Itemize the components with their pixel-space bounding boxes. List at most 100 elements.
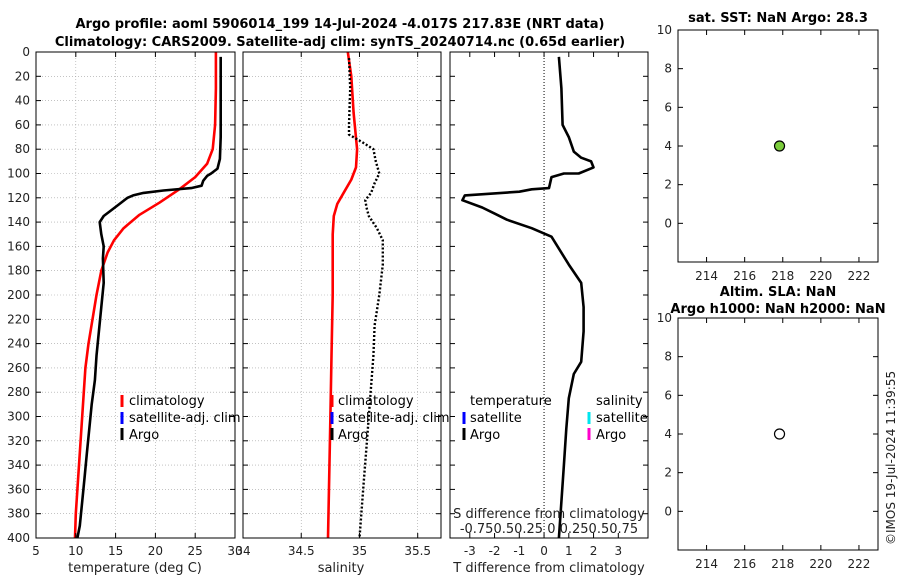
x-tick-label: 214: [695, 557, 718, 571]
y-tick-label: 0: [664, 216, 672, 230]
legend-label-climatology: climatology: [338, 394, 414, 409]
x-tick-label: 30: [227, 544, 242, 558]
difference-panel: -3 -2 -1 0 1 2 3: [449, 51, 649, 558]
y-tick-label: 4: [664, 427, 672, 441]
y-tick-label: 10: [657, 23, 672, 37]
difference-legend: temperature salinity satellite Argo sate…: [462, 394, 648, 443]
sla-panel: 0 2 4 6 8 10 214 216 218 220 222: [657, 311, 879, 571]
axes-frame: [35, 51, 236, 539]
legend-label-satellite: satellite-adj. clim: [129, 411, 241, 426]
x-tick-label: 218: [771, 557, 794, 571]
x-tick-label: 218: [771, 269, 794, 283]
x-tick-label: 15: [108, 544, 123, 558]
y-tick-label: 140: [7, 215, 30, 229]
s-difference-ticks: -0.750.50.25 0 0.250.50.75: [460, 522, 638, 537]
climatology-temperature-line: [73, 52, 218, 539]
y-tick-label: 220: [7, 312, 30, 326]
y-tick-label: 240: [7, 337, 30, 351]
x-tick-label: 34.5: [288, 544, 315, 558]
y-tick-label: 8: [664, 350, 672, 364]
y-tick-label: 2: [664, 466, 672, 480]
argo-salinity-line: [347, 58, 384, 539]
legend-label-satellite: satellite-adj. clim: [338, 411, 450, 426]
x-tick-label: 35: [352, 544, 367, 558]
x-tick-label: 216: [733, 557, 756, 571]
x-tick-label: 35.5: [404, 544, 431, 558]
y-tick-label: 200: [7, 288, 30, 302]
difference-xlabel: T difference from climatology: [452, 561, 645, 576]
y-tick-label: 280: [7, 385, 30, 399]
sla-title-line-1: Altim. SLA: NaN: [720, 285, 836, 300]
y-tick-label: 320: [7, 434, 30, 448]
y-tick-label: 400: [7, 531, 30, 545]
x-tick-label: 220: [809, 557, 832, 571]
x-tick-label: -1: [513, 544, 525, 558]
x-tick-label: 220: [809, 269, 832, 283]
legend-label-climatology: climatology: [129, 394, 205, 409]
title-line-1: Argo profile: aoml 5906014_199 14-Jul-20…: [76, 17, 605, 32]
axes-frame: [677, 317, 879, 551]
legend-label-s-argo: Argo: [596, 428, 626, 443]
title-line-2: Climatology: CARS2009. Satellite-adj cli…: [55, 35, 625, 50]
x-tick-label: -3: [464, 544, 476, 558]
x-tick-label: 3: [614, 544, 622, 558]
x-tick-label: 214: [695, 269, 718, 283]
sla-title-line-2: Argo h1000: NaN h2000: NaN: [670, 302, 885, 317]
temperature-xlabel: temperature (deg C): [68, 561, 202, 576]
y-tick-label: 380: [7, 507, 30, 521]
y-tick-label: 0: [664, 504, 672, 518]
axes-frame: [449, 51, 649, 539]
x-tick-label: 222: [847, 269, 870, 283]
sla-marker: [773, 428, 786, 440]
y-tick-label: 160: [7, 239, 30, 253]
x-tick-label: 20: [148, 544, 163, 558]
y-tick-label: 40: [15, 94, 30, 108]
sst-panel: 0 2 4 6 8 10 214 216 218 220 222: [657, 23, 879, 283]
temperature-panel: 0 20 40 60 80 100 120 140 160 180 200 220 240 260 280 3…: [7, 45, 243, 558]
y-tick-label: 180: [7, 264, 30, 278]
axes-frame: [677, 29, 879, 263]
y-tick-label: 2: [664, 178, 672, 192]
s-difference-label: S difference from climatology: [453, 507, 645, 522]
y-tick-label: 6: [664, 388, 672, 402]
sst-marker: [773, 140, 786, 152]
y-tick-label: 4: [664, 139, 672, 153]
legend-label-t-satellite: satellite: [470, 411, 522, 426]
argo-temperature-line: [76, 56, 222, 539]
x-tick-label: 25: [188, 544, 203, 558]
legend-title-temperature: temperature: [470, 394, 552, 409]
x-tick-label: 2: [590, 544, 598, 558]
y-tick-label: 120: [7, 191, 30, 205]
legend-label-argo: Argo: [129, 428, 159, 443]
t-difference-line: [461, 56, 595, 539]
axes-frame: [242, 51, 442, 539]
sst-title: sat. SST: NaN Argo: 28.3: [688, 11, 868, 26]
y-tick-label: 80: [15, 142, 30, 156]
y-tick-label: 10: [657, 311, 672, 325]
legend-label-s-satellite: satellite: [596, 411, 648, 426]
salinity-panel: 34 34.5 35 35.5: [235, 51, 442, 558]
salinity-xlabel: salinity: [318, 561, 365, 576]
footer-timestamp: ©IMOS 19-Jul-2024 11:39:55: [884, 371, 898, 545]
x-tick-label: 5: [32, 544, 40, 558]
legend-label-t-argo: Argo: [470, 428, 500, 443]
y-tick-label: 360: [7, 482, 30, 496]
y-tick-label: 300: [7, 410, 30, 424]
x-tick-label: 34: [235, 544, 250, 558]
x-tick-label: 0: [540, 544, 548, 558]
x-tick-label: -2: [489, 544, 501, 558]
x-tick-label: 1: [565, 544, 573, 558]
x-tick-label: 10: [68, 544, 83, 558]
temperature-legend: climatology satellite-adj. clim Argo: [120, 394, 241, 443]
x-tick-label: 222: [847, 557, 870, 571]
legend-title-salinity: salinity: [596, 394, 643, 409]
salinity-legend: climatology satellite-adj. clim Argo: [330, 394, 450, 443]
y-tick-label: 6: [664, 100, 672, 114]
y-tick-label: 60: [15, 118, 30, 132]
y-tick-label: 0: [22, 45, 30, 59]
y-tick-label: 340: [7, 458, 30, 472]
legend-label-argo: Argo: [338, 428, 368, 443]
x-tick-label: 216: [733, 269, 756, 283]
y-tick-label: 100: [7, 167, 30, 181]
